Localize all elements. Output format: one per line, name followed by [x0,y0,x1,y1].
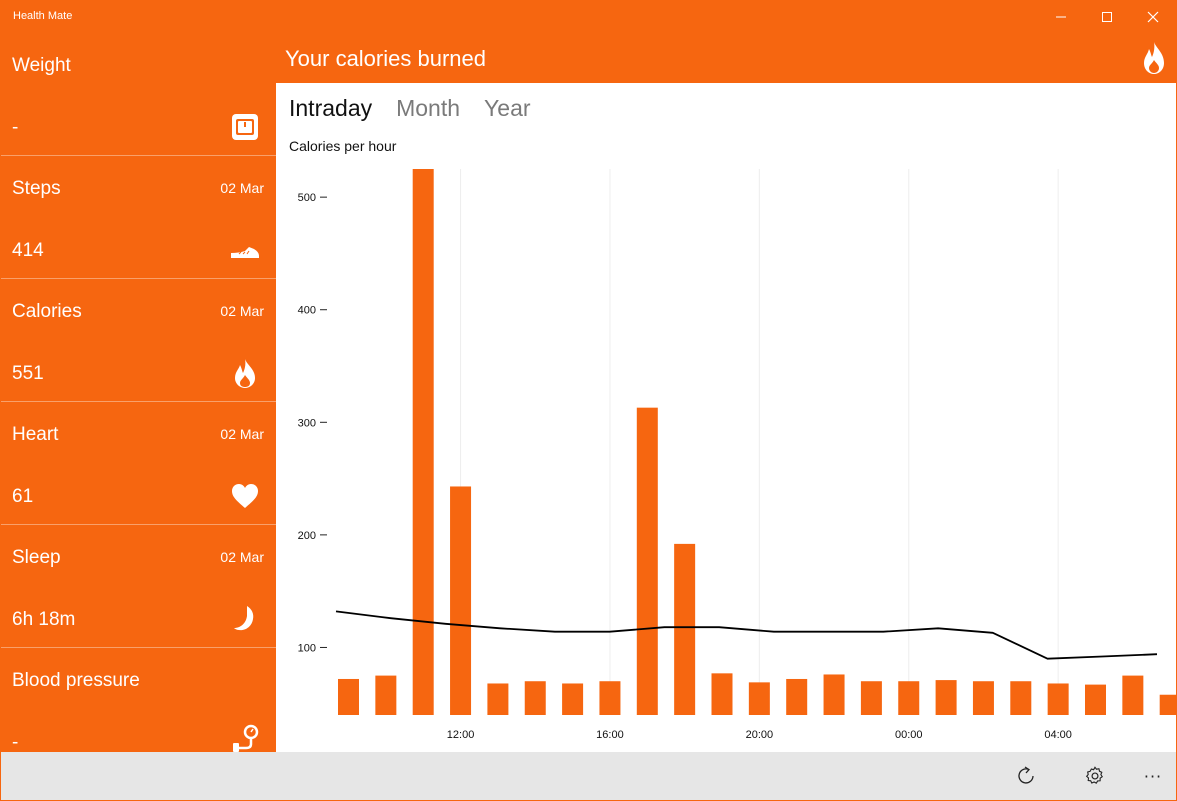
bar [748,682,770,715]
bar [786,678,808,715]
tile-title: Sleep [12,547,61,568]
tile-value: 551 [12,363,44,384]
x-tick-label: 16:00 [596,729,624,741]
tile-date: 02 Mar [220,549,264,565]
moon-icon [234,606,254,631]
bar [338,678,359,715]
tile-heart[interactable]: Heart 02 Mar 61 [1,402,276,525]
y-tick-label: 400 [298,305,316,317]
bottom-app-bar: ··· [1,752,1176,800]
tile-calories[interactable]: Calories 02 Mar 551 [1,279,276,402]
tile-value: 61 [12,486,34,507]
main-panel: Intraday Month Year Calories per hour 10… [276,83,1176,752]
x-tick-label: 04:00 [1044,729,1072,741]
maximize-icon [1102,12,1112,22]
tile-date: 02 Mar [220,303,264,319]
tab-month[interactable]: Month [396,95,461,121]
bar [972,681,994,715]
tile-date: 02 Mar [220,426,264,442]
bar [562,683,584,715]
tab-intraday[interactable]: Intraday [289,95,373,121]
bar [1010,681,1032,715]
x-tick-label: 00:00 [895,729,923,741]
heart-icon [232,484,258,508]
bar [935,680,957,715]
blood-pressure-icon [233,724,259,752]
bar [860,681,882,715]
y-tick-label: 100 [298,642,316,654]
y-tick-label: 200 [298,530,316,542]
bar [412,169,434,715]
tile-steps[interactable]: Steps 02 Mar 414 [1,156,276,279]
tile-date: 02 Mar [220,180,264,196]
close-icon [1147,11,1159,23]
tile-value: 6h 18m [12,609,76,630]
shoe-icon [231,247,259,258]
tab-year[interactable]: Year [484,95,531,121]
flame-icon [235,359,255,388]
refresh-icon [1018,766,1034,784]
flame-icon [1144,42,1164,74]
tile-blood-pressure[interactable]: Blood pressure - [1,648,276,770]
tile-weight[interactable]: Weight - [1,33,276,156]
bar [1085,684,1106,715]
bar [450,486,472,715]
tile-sleep[interactable]: Sleep 02 Mar 6h 18m [1,525,276,648]
bar [1122,675,1144,715]
tile-title: Blood pressure [12,670,140,691]
bar [487,683,509,715]
tile-value: 414 [12,240,44,261]
close-button[interactable] [1130,1,1176,33]
x-tick-label: 20:00 [746,729,774,741]
bar [711,673,733,715]
bar [674,543,696,715]
page-title: Your calories burned [285,46,486,71]
chart-title: Calories per hour [289,138,397,154]
y-tick-label: 300 [298,417,316,429]
tile-title: Weight [12,55,71,76]
bar [599,681,621,715]
tile-value: - [12,732,19,753]
tab-bar: Intraday Month Year [289,95,531,122]
bar [1159,694,1176,715]
trend-line [335,610,1158,660]
y-tick-label: 500 [298,192,316,204]
more-button[interactable]: ··· [1143,766,1163,786]
scale-icon [232,114,258,140]
title-bar: Health Mate [1,1,1176,33]
minimize-button[interactable] [1038,1,1084,33]
settings-button[interactable] [1081,762,1109,790]
gear-icon [1085,766,1103,784]
bar [898,681,920,715]
tile-title: Heart [12,424,59,445]
page-header: Your calories burned [276,33,1176,83]
calories-chart: 100 200 300 400 500 12:00 16:00 20:00 00:00 04:00 [298,169,1176,741]
app-title: Health Mate [13,10,73,22]
bar [1047,683,1069,715]
bar [636,407,658,715]
bar [823,674,845,715]
refresh-button[interactable] [1012,762,1040,790]
tile-title: Calories [12,301,82,322]
x-tick-label: 12:00 [447,729,475,741]
bar [375,675,397,715]
bar [524,681,546,715]
tile-value: - [12,117,19,138]
maximize-button[interactable] [1084,1,1130,33]
sidebar: Weight - Steps 02 Mar 414 Calories 02 [1,33,276,753]
minimize-icon [1056,16,1066,18]
tile-title: Steps [12,178,61,199]
